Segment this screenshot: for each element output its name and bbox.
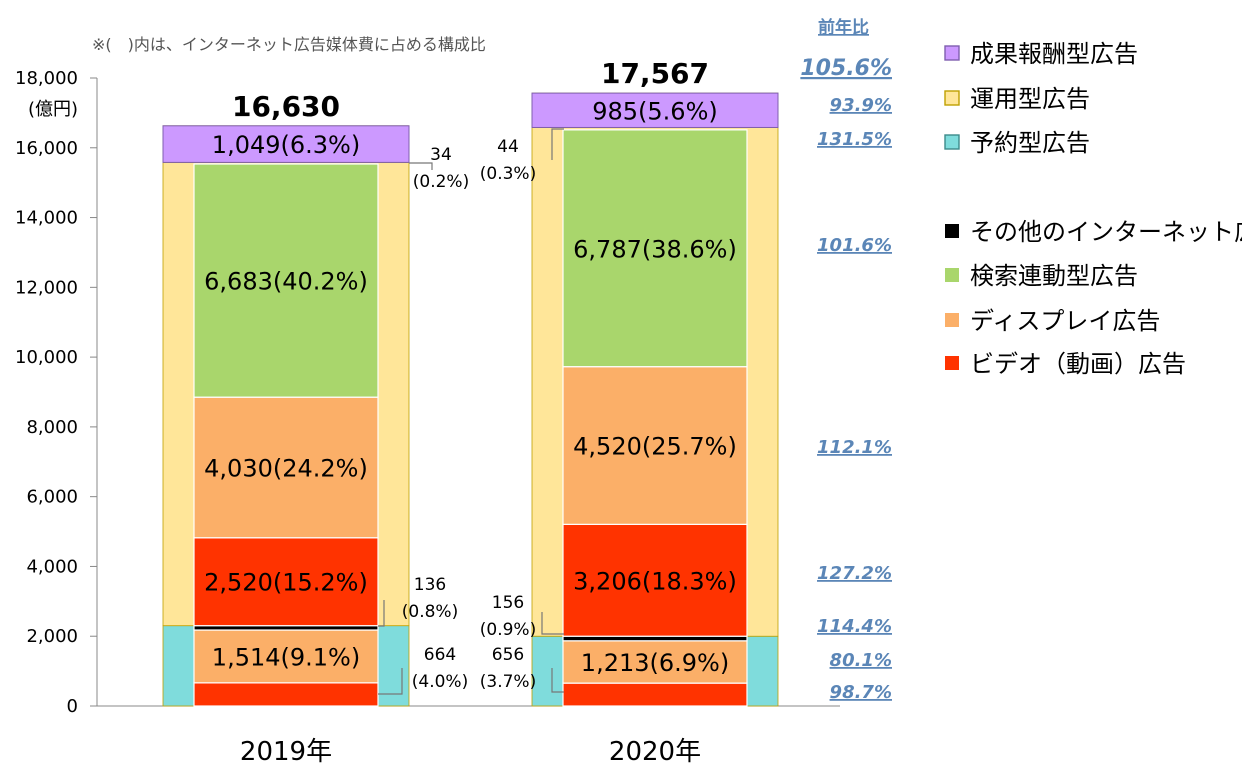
bar-segment-video: [562, 682, 748, 707]
legend-swatch-other: [945, 224, 959, 238]
y-axis: 0 2,000 4,000 6,000 8,000 10,000 12,000 14,000 1…: [15, 68, 840, 717]
segment-value-label: 985(5.6%): [592, 97, 718, 125]
segment-value-label: 6,683(40.2%): [204, 268, 368, 296]
bars: [162, 92, 779, 707]
yoy-value: 98.7%: [830, 682, 892, 703]
y-tick-label: 12,000: [15, 277, 78, 298]
bar-segment-kensaku: [193, 163, 379, 398]
y-unit-label: (億円): [28, 99, 78, 120]
bar-segment-other: [193, 625, 379, 631]
x-category-label: 2020年: [609, 737, 701, 767]
y-tick-label: 10,000: [15, 347, 78, 368]
legend-label: ディスプレイ広告: [970, 307, 1160, 335]
yoy-title: 前年比: [818, 17, 869, 38]
bar-segment-kensaku: [562, 129, 748, 368]
y-tick-label: 2,000: [26, 626, 78, 647]
y-tick-label: 16,000: [15, 138, 78, 159]
y-tick-label: 4,000: [26, 556, 78, 577]
legend-swatch-kensaku: [945, 268, 959, 282]
bar-segment-video: [562, 523, 748, 637]
bar-segment-video: [193, 682, 379, 707]
bar-segment-video: [193, 537, 379, 627]
bar-total-label: 17,567: [601, 57, 709, 90]
bar-segment-seika: [531, 92, 779, 128]
legend-swatch-display: [945, 313, 959, 327]
y-tick-label: 14,000: [15, 208, 78, 229]
callout-leader-line: [409, 162, 433, 170]
callout-percent: (0.2%): [413, 172, 469, 192]
segment-value-label: 1,514(9.1%): [212, 643, 360, 671]
yoy-column: 105.6% 93.9% 131.5% 101.6% 112.1% 127.2% 114.4…: [800, 56, 892, 703]
yoy-value: 93.9%: [830, 95, 892, 116]
callout-value: 656: [492, 645, 524, 665]
callout-percent: (0.9%): [480, 620, 536, 640]
legend-label: その他のインターネット広告: [970, 218, 1242, 246]
bar-segment-display: [193, 629, 379, 684]
legend-label: 運用型広告: [970, 85, 1090, 113]
callout-leader-line: [378, 600, 385, 627]
legend-label: 検索連動型広告: [970, 262, 1138, 290]
callout-leader-line: [551, 668, 564, 693]
yoy-value: 114.4%: [817, 616, 892, 637]
yoy-value: 105.6%: [800, 56, 892, 81]
callout-leader-line: [378, 668, 403, 695]
callout-percent: (4.0%): [412, 672, 468, 692]
legend-swatch-seika: [944, 45, 960, 61]
callout-value: 664: [424, 645, 456, 665]
bar-segment-seika: [162, 125, 410, 163]
legend: 成果報酬型広告運用型広告予約型広告その他のインターネット広告検索連動型広告ディス…: [944, 40, 1242, 378]
bar-segment-display: [562, 640, 748, 684]
yoy-value: 80.1%: [830, 650, 892, 671]
callout-value: 44: [497, 137, 519, 157]
y-tick-label: 6,000: [26, 487, 78, 508]
yoy-value: 131.5%: [817, 129, 892, 150]
callout-value: 156: [492, 593, 524, 613]
callout-leader-line: [541, 612, 564, 635]
legend-swatch-video: [945, 356, 959, 370]
segment-value-label: 1,213(6.9%): [581, 649, 729, 677]
legend-label: ビデオ（動画）広告: [970, 350, 1186, 378]
callout-value: 136: [414, 575, 446, 595]
y-tick-label: 0: [67, 696, 78, 717]
bar-segment-display: [193, 396, 379, 539]
y-tick-label: 8,000: [26, 417, 78, 438]
segment-value-label: 6,787(38.6%): [573, 235, 737, 263]
bar-total-label: 16,630: [232, 90, 340, 123]
bar-segment-other: [562, 635, 748, 642]
legend-swatch-unyo: [944, 90, 960, 106]
callout-percent: (3.7%): [480, 672, 536, 692]
segment-value-label: 4,030(24.2%): [204, 454, 368, 482]
y-tick-label: 18,000: [15, 68, 78, 89]
yoy-value: 127.2%: [817, 563, 892, 584]
segment-value-label: 3,206(18.3%): [573, 567, 737, 595]
legend-swatch-yoyaku: [944, 134, 960, 150]
segment-value-label: 1,049(6.3%): [212, 131, 360, 159]
callout-percent: (0.8%): [402, 602, 458, 622]
callout-value: 34: [430, 145, 452, 165]
legend-label: 予約型広告: [970, 129, 1090, 157]
legend-label: 成果報酬型広告: [970, 40, 1138, 68]
yoy-value: 112.1%: [817, 437, 892, 458]
callout-percent: (0.3%): [480, 164, 536, 184]
yoy-value: 101.6%: [817, 235, 892, 256]
segment-value-label: 4,520(25.7%): [573, 433, 737, 461]
x-category-label: 2019年: [240, 737, 332, 767]
data-labels: 1,514(9.1%) 2,520(15.2%) 4,030(24.2%) 6,683…: [204, 57, 737, 767]
segment-value-label: 2,520(15.2%): [204, 569, 368, 597]
chart-note: ※( )内は、インターネット広告媒体費に占める構成比: [92, 35, 486, 54]
callout-leader-line: [551, 128, 564, 160]
